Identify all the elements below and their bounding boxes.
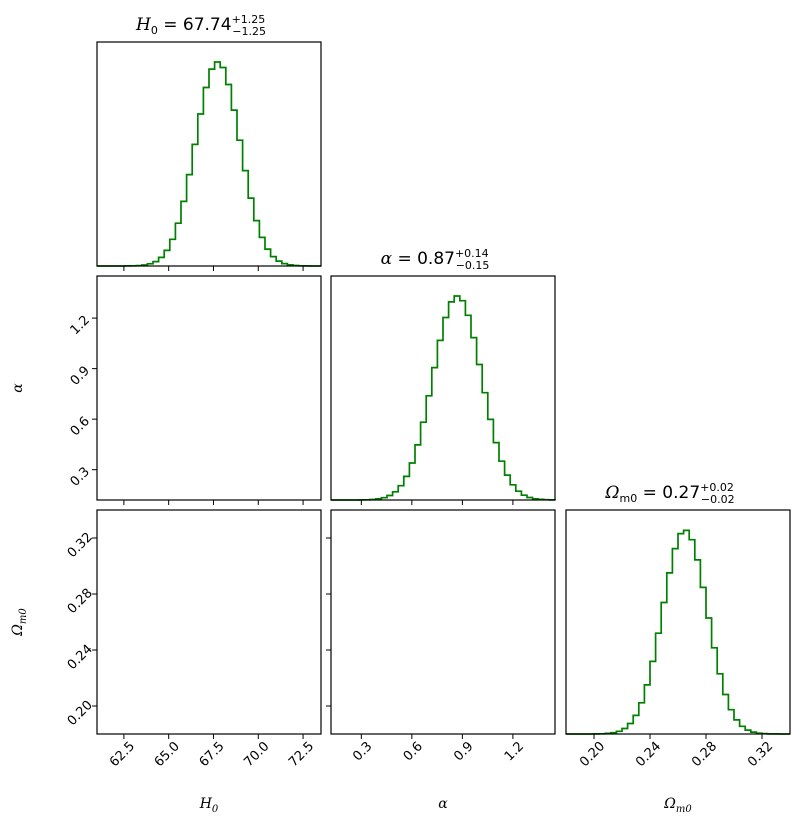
title-H0: H0 = 67.74+1.25 −1.25 <box>135 13 266 38</box>
panel-frame-r1c0 <box>96 275 322 501</box>
panel-frame-r2c2 <box>565 509 791 735</box>
y-tick-label-alpha: 0.6 <box>68 414 93 439</box>
y-tick-label-alpha: 0.3 <box>68 464 93 489</box>
histogram-Om0 <box>566 529 790 735</box>
y-tick-label-Om0: 0.28 <box>65 586 96 617</box>
y-tick-label-alpha: 1.2 <box>68 313 93 338</box>
x-tick-label-H0: 65.0 <box>152 739 183 770</box>
x-tick-label-H0: 67.5 <box>197 739 228 770</box>
x-tick-label-Om0: 0.28 <box>689 739 720 770</box>
x-axis-label-H0: H0 <box>199 796 219 815</box>
y-tick-label-Om0: 0.32 <box>65 530 96 561</box>
panel-frame-r0c0 <box>96 41 322 267</box>
x-tick-label-Om0: 0.24 <box>633 739 664 770</box>
x-tick-label-H0: 72.5 <box>286 739 317 770</box>
x-tick-label-H0: 62.5 <box>107 739 138 770</box>
y-tick-label-alpha: 0.9 <box>68 363 93 388</box>
y-axis-label-Om0: Ωm0 <box>10 608 29 637</box>
x-tick-label-Om0: 0.20 <box>577 739 608 770</box>
title-Om0: Ωm0 = 0.27+0.02 −0.02 <box>604 481 734 506</box>
x-tick-label-alpha: 0.3 <box>350 739 375 764</box>
x-axis-label-alpha: α <box>438 796 448 812</box>
x-tick-label-alpha: 0.6 <box>401 739 426 764</box>
title-alpha: α = 0.87+0.14 −0.15 <box>381 247 490 272</box>
x-tick-label-alpha: 0.9 <box>451 739 476 764</box>
histogram-alpha <box>331 295 556 501</box>
y-tick-label-Om0: 0.20 <box>65 698 96 729</box>
panel-frame-r2c1 <box>330 509 556 735</box>
y-axis-label-alpha: α <box>10 383 26 393</box>
panel-frame-r2c0 <box>96 509 322 735</box>
panel-frame-r1c1 <box>330 275 556 501</box>
histogram-H0 <box>97 61 321 267</box>
x-tick-label-alpha: 1.2 <box>502 739 527 764</box>
x-axis-label-Om0: Ωm0 <box>663 796 692 815</box>
x-tick-label-H0: 70.0 <box>241 739 272 770</box>
x-tick-label-Om0: 0.32 <box>745 739 776 770</box>
y-tick-label-Om0: 0.24 <box>65 642 96 673</box>
